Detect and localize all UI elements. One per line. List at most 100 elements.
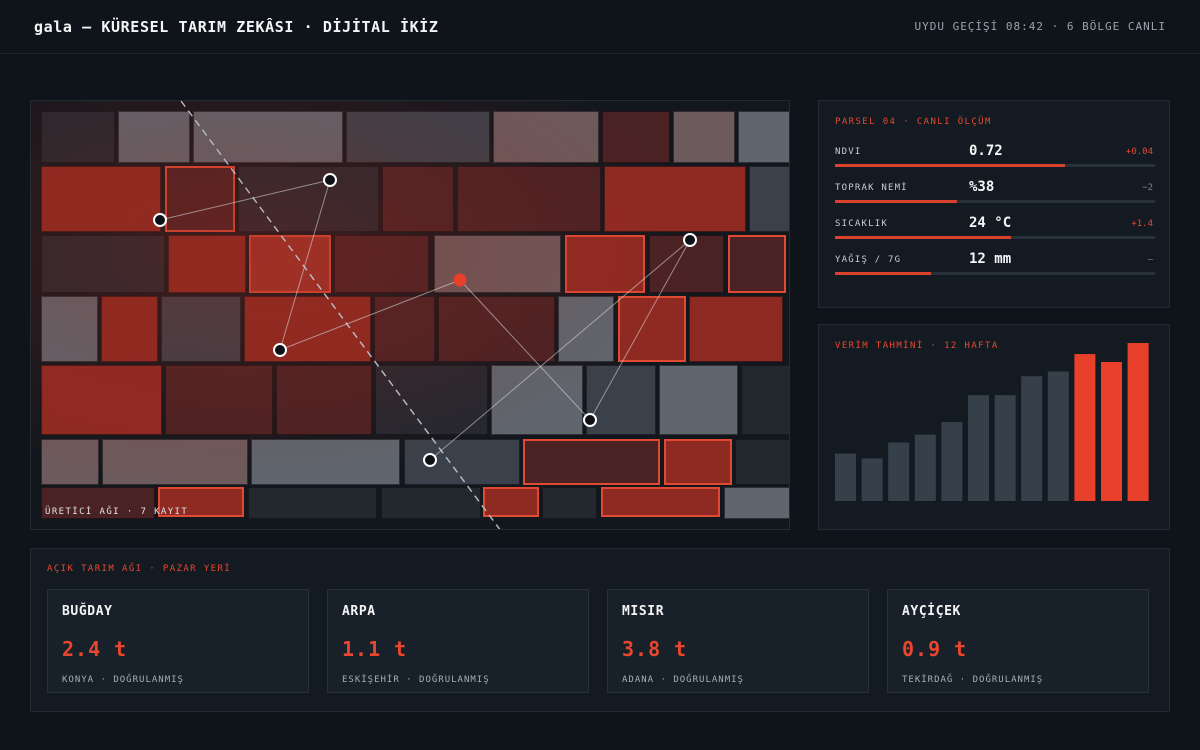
parcel-highlighted[interactable]: [158, 487, 244, 517]
parcel[interactable]: [168, 235, 246, 293]
parcel[interactable]: [457, 166, 601, 232]
parcel-highlighted[interactable]: [483, 487, 539, 517]
crop-origin: ADANA · DOĞRULANMIŞ: [622, 675, 744, 685]
parcel-highlighted[interactable]: [618, 296, 686, 362]
producer-node[interactable]: [423, 453, 437, 467]
marketplace-cards: BUĞDAY 2.4 t KONYA · DOĞRULANMIŞ ARPA 1.1 t E…: [47, 589, 1157, 693]
parcel-highlighted[interactable]: [523, 439, 660, 485]
marketplace-title: AÇIK TARIM AĞI · PAZAR YERİ: [47, 564, 232, 574]
forecast-bar-week-8: [1021, 376, 1043, 501]
parcel[interactable]: [382, 166, 454, 232]
parcel[interactable]: [41, 439, 99, 485]
parcel-highlighted[interactable]: [664, 439, 732, 485]
parcel-highlighted[interactable]: [165, 166, 235, 232]
parcel[interactable]: [724, 487, 789, 519]
market-listing-card[interactable]: BUĞDAY 2.4 t KONYA · DOĞRULANMIŞ: [47, 589, 309, 693]
network-link: [589, 239, 691, 421]
parcel[interactable]: [334, 235, 429, 293]
parcel[interactable]: [41, 235, 165, 293]
metric-value: 24 °C: [969, 215, 1012, 231]
parcel-highlighted[interactable]: [728, 235, 786, 293]
parcel[interactable]: [659, 365, 738, 435]
metric-row: NDVI 0.72 +0.04: [835, 141, 1155, 177]
parcel[interactable]: [238, 166, 379, 232]
parcel[interactable]: [375, 365, 488, 435]
parcel[interactable]: [542, 487, 597, 519]
forecast-bar-week-7: [994, 395, 1016, 501]
metric-value: %38: [969, 179, 995, 195]
parcel[interactable]: [41, 296, 98, 362]
metric-label: TOPRAK NEMİ: [835, 183, 908, 193]
crop-amount: 3.8 t: [622, 637, 688, 661]
parcel[interactable]: [118, 111, 190, 163]
parcel[interactable]: [165, 365, 273, 435]
parcel[interactable]: [193, 111, 343, 163]
metric-delta: −2: [1142, 183, 1153, 193]
parcel[interactable]: [749, 166, 789, 232]
metric-level-track: [835, 272, 1155, 275]
digital-twin-map[interactable]: ÜRETİCİ AĞI · 7 KAYIT: [30, 100, 790, 530]
forecast-bar-week-6: [968, 395, 989, 501]
parcel[interactable]: [244, 296, 371, 362]
parcel[interactable]: [41, 166, 161, 232]
market-listing-card[interactable]: MISIR 3.8 t ADANA · DOĞRULANMIŞ: [607, 589, 869, 693]
parcel[interactable]: [493, 111, 599, 163]
metric-row: YAĞIŞ / 7G 12 mm —: [835, 249, 1155, 285]
producer-node[interactable]: [323, 173, 337, 187]
parcel[interactable]: [248, 487, 377, 519]
parcel[interactable]: [41, 487, 155, 519]
producer-network-overlay: [153, 101, 697, 529]
parcel[interactable]: [438, 296, 555, 362]
market-listing-card[interactable]: AYÇİÇEK 0.9 t TEKİRDAĞ · DOĞRULANMIŞ: [887, 589, 1149, 693]
parcel[interactable]: [689, 296, 783, 362]
crop-origin: ESKİŞEHİR · DOĞRULANMIŞ: [342, 675, 490, 685]
parcel[interactable]: [102, 439, 248, 485]
forecast-title: VERİM TAHMİNİ · 12 HAFTA: [835, 341, 999, 351]
market-listing-card[interactable]: ARPA 1.1 t ESKİŞEHİR · DOĞRULANMIŞ: [327, 589, 589, 693]
parcel[interactable]: [558, 296, 614, 362]
parcel[interactable]: [381, 487, 481, 519]
parcel-highlighted[interactable]: [601, 487, 720, 517]
crop-amount: 1.1 t: [342, 637, 408, 661]
metric-level-track: [835, 164, 1155, 167]
forecast-bar-week-4: [914, 434, 936, 501]
metric-label: YAĞIŞ / 7G: [835, 255, 902, 265]
parcel-highlighted[interactable]: [249, 235, 331, 293]
parcel[interactable]: [41, 365, 162, 435]
parcel[interactable]: [741, 365, 789, 435]
parcel[interactable]: [101, 296, 158, 362]
parcel[interactable]: [346, 111, 490, 163]
parcel[interactable]: [738, 111, 789, 163]
crop-amount: 2.4 t: [62, 637, 128, 661]
parcel[interactable]: [586, 365, 656, 435]
parcel[interactable]: [491, 365, 583, 435]
metric-delta: —: [1147, 255, 1153, 265]
parcel[interactable]: [602, 111, 670, 163]
producer-node[interactable]: [273, 343, 287, 357]
parcel[interactable]: [251, 439, 400, 485]
satellite-track-line: [180, 101, 501, 529]
marketplace-panel: AÇIK TARIM AĞI · PAZAR YERİ BUĞDAY 2.4 t K…: [30, 548, 1170, 712]
parcel[interactable]: [604, 166, 746, 232]
forecast-bar-week-11: [1101, 361, 1122, 501]
crop-name: ARPA: [342, 604, 376, 619]
producer-node[interactable]: [153, 213, 167, 227]
producer-node[interactable]: [583, 413, 597, 427]
active-producer-node[interactable]: [453, 273, 467, 287]
forecast-bar-week-9: [1047, 371, 1069, 501]
yield-forecast-panel: VERİM TAHMİNİ · 12 HAFTA: [818, 324, 1170, 530]
parcel[interactable]: [374, 296, 435, 362]
producer-node[interactable]: [683, 233, 697, 247]
crop-origin: KONYA · DOĞRULANMIŞ: [62, 675, 184, 685]
metric-row: TOPRAK NEMİ %38 −2: [835, 177, 1155, 213]
parcel[interactable]: [41, 111, 115, 163]
metric-level-track: [835, 236, 1155, 239]
network-link: [279, 179, 331, 351]
parcel[interactable]: [735, 439, 789, 485]
parcel-highlighted[interactable]: [565, 235, 645, 293]
app-title: gala — KÜRESEL TARIM ZEKÂSI · DİJİTAL İK…: [34, 17, 439, 36]
parcel[interactable]: [673, 111, 735, 163]
parcel[interactable]: [276, 365, 372, 435]
crop-name: BUĞDAY: [62, 604, 113, 619]
parcel[interactable]: [161, 296, 241, 362]
